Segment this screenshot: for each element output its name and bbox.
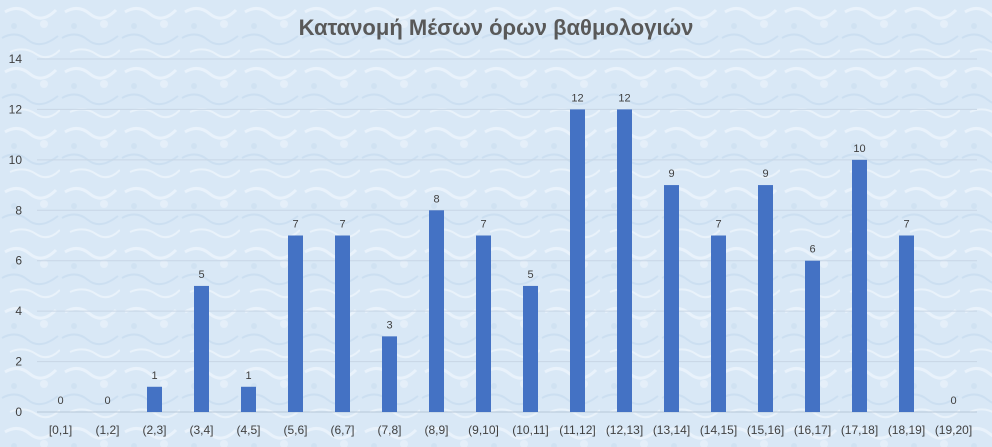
data-label: 12 <box>571 92 583 104</box>
data-label: 8 <box>433 193 439 205</box>
data-label: 7 <box>480 219 486 231</box>
data-label: 3 <box>386 319 392 331</box>
x-tick-label: (3,4] <box>189 423 213 437</box>
x-tick-label: [0,1] <box>49 423 72 437</box>
x-axis: [0,1] (1,2] (2,3] (3,4] (4,5] (5,6] (6,7] (7,8]… <box>49 423 972 437</box>
bar <box>429 210 444 412</box>
y-tick-label: 2 <box>15 355 22 369</box>
y-tick-label: 6 <box>15 254 22 268</box>
y-tick-label: 4 <box>15 304 22 318</box>
bar <box>805 260 820 412</box>
y-tick-label: 10 <box>9 153 23 167</box>
bar <box>617 109 632 412</box>
x-tick-label: (5,6] <box>283 423 307 437</box>
chart-title: Κατανομή Μέσων όρων βαθμολογιών <box>299 15 694 40</box>
y-tick-label: 0 <box>15 405 22 419</box>
x-tick-label: (11,12] <box>559 423 595 437</box>
bar <box>194 285 209 412</box>
data-label: 5 <box>198 269 204 281</box>
x-tick-label: (14,15] <box>700 423 737 437</box>
y-tick-label: 12 <box>9 102 23 116</box>
data-label: 7 <box>903 219 909 231</box>
x-tick-label: (4,5] <box>236 423 260 437</box>
x-tick-label: (18,19] <box>888 423 925 437</box>
data-label: 7 <box>715 219 721 231</box>
data-label: 0 <box>104 395 110 407</box>
x-tick-label: (12,13] <box>606 423 643 437</box>
data-label: 0 <box>950 395 956 407</box>
data-label: 9 <box>762 168 768 180</box>
x-tick-label: (17,18] <box>841 423 878 437</box>
x-tick-label: (9,10] <box>468 423 499 437</box>
bars <box>147 109 914 412</box>
data-label: 7 <box>339 219 345 231</box>
bar <box>523 285 538 412</box>
bar <box>335 235 350 412</box>
data-label: 1 <box>245 370 251 382</box>
x-tick-label: (15,16] <box>747 423 784 437</box>
x-tick-label: (19,20] <box>935 423 972 437</box>
bar <box>476 235 491 412</box>
data-label: 1 <box>151 370 157 382</box>
x-tick-label: (8,9] <box>424 423 448 437</box>
data-labels: 0 0 1 5 1 7 7 3 8 7 5 12 12 9 7 9 6 10 7 0 <box>57 92 956 407</box>
y-tick-label: 8 <box>15 203 22 217</box>
bar <box>382 336 397 412</box>
bar <box>664 185 679 412</box>
x-tick-label: (13,14] <box>653 423 690 437</box>
bar <box>288 235 303 412</box>
data-label: 0 <box>57 395 63 407</box>
x-tick-label: (10,11] <box>512 423 548 437</box>
x-tick-label: (7,8] <box>377 423 401 437</box>
data-label: 9 <box>668 168 674 180</box>
gridlines <box>37 58 977 413</box>
data-label: 7 <box>292 219 298 231</box>
bar <box>758 185 773 412</box>
y-axis: 0 2 4 6 8 10 12 14 <box>9 52 23 419</box>
bar <box>241 386 256 412</box>
y-tick-label: 14 <box>9 52 23 66</box>
x-tick-label: (1,2] <box>95 423 119 437</box>
x-tick-label: (6,7] <box>330 423 354 437</box>
data-label: 6 <box>809 244 815 256</box>
data-label: 5 <box>527 269 533 281</box>
bar <box>570 109 585 412</box>
bar <box>711 235 726 412</box>
data-label: 12 <box>618 92 630 104</box>
x-tick-label: (2,3] <box>142 423 166 437</box>
x-tick-label: (16,17] <box>794 423 831 437</box>
data-label: 10 <box>853 143 865 155</box>
bar <box>852 159 867 412</box>
bar <box>899 235 914 412</box>
bar <box>147 386 162 412</box>
